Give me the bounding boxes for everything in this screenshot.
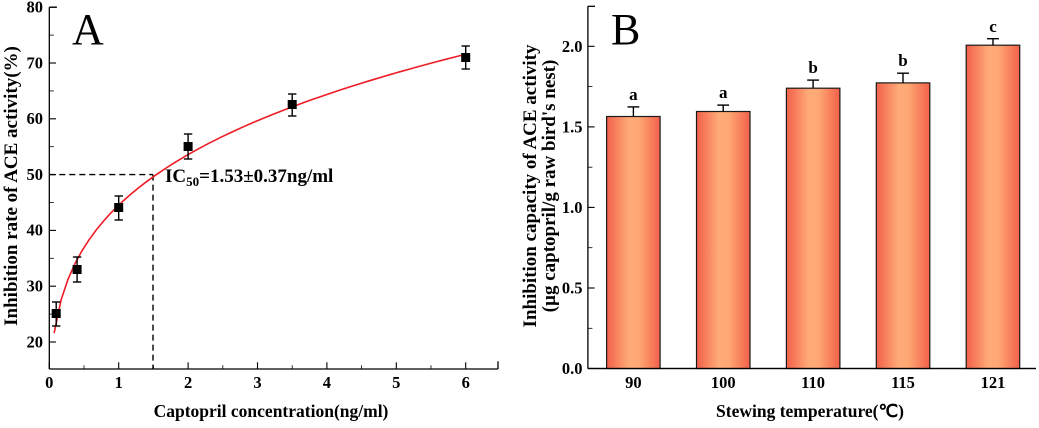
svg-text:a: a: [629, 85, 638, 104]
svg-text:6: 6: [462, 373, 470, 392]
svg-text:0.5: 0.5: [562, 279, 583, 298]
svg-text:b: b: [808, 58, 817, 77]
svg-text:20: 20: [27, 332, 44, 351]
svg-text:5: 5: [392, 373, 400, 392]
svg-text:c: c: [989, 17, 997, 36]
svg-text:Stewing temperature(℃): Stewing temperature(℃): [716, 401, 904, 421]
svg-text:4: 4: [323, 373, 331, 392]
svg-text:80: 80: [27, 0, 44, 17]
svg-text:90: 90: [625, 373, 642, 392]
svg-text:(µg captopril/g raw bird's nes: (µg captopril/g raw bird's nest): [539, 60, 560, 313]
svg-text:1: 1: [115, 373, 123, 392]
svg-text:b: b: [898, 51, 907, 70]
svg-text:121: 121: [981, 373, 1006, 392]
svg-text:100: 100: [711, 373, 736, 392]
svg-text:A: A: [72, 5, 104, 54]
svg-text:70: 70: [27, 53, 44, 72]
svg-text:B: B: [611, 5, 640, 54]
svg-text:0.0: 0.0: [562, 359, 583, 378]
svg-text:1.0: 1.0: [562, 198, 583, 217]
svg-text:110: 110: [801, 373, 825, 392]
svg-text:2.0: 2.0: [562, 37, 583, 56]
svg-text:IC50=1.53±0.37ng/ml: IC50=1.53±0.37ng/ml: [165, 166, 333, 189]
svg-text:a: a: [719, 83, 728, 102]
svg-text:115: 115: [891, 373, 915, 392]
svg-text:Captopril concentration(ng/ml): Captopril concentration(ng/ml): [154, 401, 389, 421]
svg-text:60: 60: [27, 109, 44, 128]
svg-text:Inhibition rate of ACE activit: Inhibition rate of ACE activity(%): [1, 46, 22, 326]
svg-text:50: 50: [27, 165, 44, 184]
svg-text:1.5: 1.5: [562, 117, 583, 136]
svg-text:2: 2: [184, 373, 192, 392]
svg-text:Inhibition capacity of ACE act: Inhibition capacity of ACE activity: [520, 44, 541, 327]
svg-text:3: 3: [253, 373, 261, 392]
svg-text:30: 30: [27, 277, 44, 296]
svg-text:0: 0: [45, 373, 53, 392]
svg-text:40: 40: [27, 221, 44, 240]
